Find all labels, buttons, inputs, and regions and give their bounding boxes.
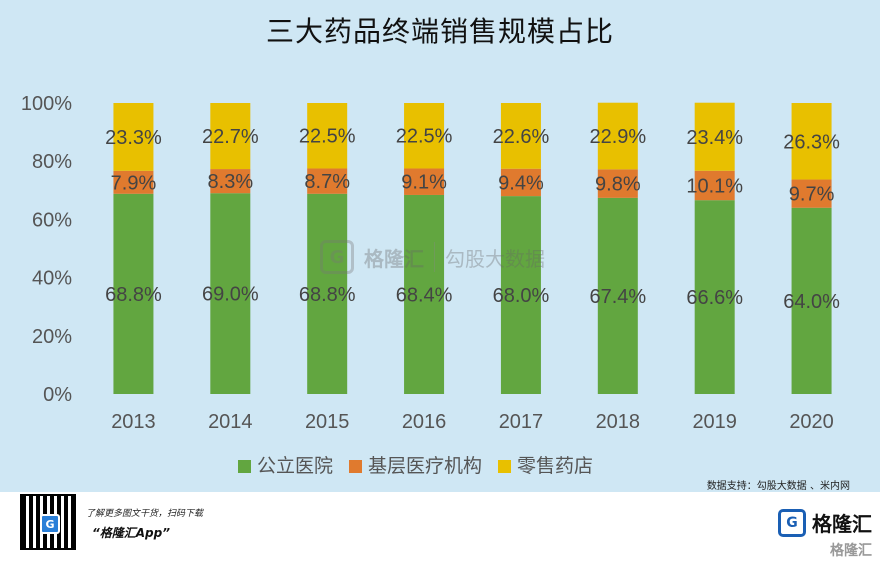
x-tick-label: 2020 <box>789 411 834 433</box>
x-tick-label: 2016 <box>402 411 447 433</box>
data-label: 23.4% <box>686 127 743 149</box>
legend-label: 基层医疗机构 <box>368 455 482 477</box>
bar-segment <box>210 169 251 194</box>
bar-segment <box>113 170 154 194</box>
bar-segment <box>404 168 445 195</box>
bar-segment <box>694 200 735 394</box>
x-tick-label: 2019 <box>692 411 737 433</box>
legend-label: 零售药店 <box>517 455 593 477</box>
data-label: 68.8% <box>105 284 162 306</box>
data-label: 10.1% <box>686 175 743 197</box>
legend-label: 公立医院 <box>257 455 333 477</box>
data-label: 69.0% <box>202 284 259 306</box>
bar-segment <box>210 103 251 170</box>
data-label: 23.3% <box>105 127 162 149</box>
data-label: 68.8% <box>299 284 356 306</box>
data-label: 68.4% <box>396 284 453 306</box>
watermark-brand: 格隆汇 <box>364 246 424 271</box>
bar-segment <box>404 103 445 169</box>
data-label: 9.1% <box>401 172 447 194</box>
legend-swatch <box>349 460 362 473</box>
data-label: 26.3% <box>783 131 840 153</box>
bar-segment <box>791 103 832 180</box>
x-tick-label: 2013 <box>111 411 156 433</box>
bar-segment <box>113 103 154 171</box>
data-label: 22.7% <box>202 126 259 148</box>
data-label: 66.6% <box>686 287 743 309</box>
data-label: 7.9% <box>111 172 157 194</box>
brand-logo-icon: G <box>778 508 806 537</box>
data-label: 22.5% <box>396 126 453 148</box>
bar-segment <box>500 168 541 197</box>
data-label: 22.5% <box>299 126 356 148</box>
y-tick-label: 40% <box>32 268 72 290</box>
bar-segment <box>500 196 541 394</box>
data-label: 8.7% <box>304 171 350 193</box>
data-label: 22.6% <box>493 126 550 148</box>
data-label: 64.0% <box>783 291 840 313</box>
bar-segment <box>307 193 348 394</box>
bar-segment <box>694 102 735 171</box>
bar-segment <box>307 103 348 169</box>
y-tick-label: 0% <box>43 384 72 406</box>
x-tick-label: 2017 <box>499 411 544 433</box>
x-tick-label: 2018 <box>596 411 641 433</box>
data-label: 67.4% <box>589 286 646 308</box>
qr-logo-icon: G <box>40 514 60 534</box>
corner-brand: 格隆汇 <box>830 543 872 559</box>
x-tick-label: 2014 <box>208 411 253 433</box>
bar-segment <box>113 193 154 394</box>
bar-segment <box>791 207 832 394</box>
app-name: “格隆汇App” <box>92 526 170 540</box>
data-label: 22.9% <box>589 126 646 148</box>
bar-segment <box>597 197 638 394</box>
x-tick-label: 2015 <box>305 411 350 433</box>
watermark-logo-icon: G <box>320 240 354 274</box>
brand: G 格隆汇 <box>778 508 872 537</box>
data-label: 9.4% <box>498 172 544 194</box>
watermark-divider <box>434 242 435 272</box>
source-note: 数据支持：勾股大数据 、米内网 <box>706 481 850 492</box>
data-label: 9.7% <box>789 184 835 206</box>
bar-segment <box>500 103 541 169</box>
bar-segment <box>791 179 832 208</box>
watermark: G 格隆汇 勾股大数据 <box>320 240 545 274</box>
promo-text: 了解更多图文干货，扫码下载 <box>86 509 204 519</box>
legend-swatch <box>238 460 251 473</box>
legend-swatch <box>498 460 511 473</box>
bar-segment <box>210 193 251 394</box>
chart-svg: 0% 20% 40% 60% 80% 100% 68.8% 7.9% 23.3% 2013 69.0… <box>21 93 840 477</box>
bar-segment <box>694 170 735 201</box>
y-tick-label: 20% <box>32 326 72 348</box>
bar-segment <box>597 102 638 170</box>
data-label: 8.3% <box>208 171 254 193</box>
data-label: 9.8% <box>595 174 641 196</box>
y-tick-label: 60% <box>32 209 72 231</box>
brand-name: 格隆汇 <box>812 512 872 536</box>
bar-segment <box>597 169 638 198</box>
bar-segment <box>307 168 348 194</box>
data-label: 68.0% <box>493 285 550 307</box>
y-tick-label: 100% <box>21 93 72 115</box>
chart-title: 三大药品终端销售规模占比 <box>265 15 614 48</box>
footer: G 了解更多图文干货，扫码下载 “格隆汇App” G 格隆汇 格隆汇 <box>0 492 880 565</box>
qr-code-icon[interactable]: G <box>20 494 76 550</box>
watermark-brand-2: 勾股大数据 <box>445 246 545 271</box>
chart-panel: 0% 20% 40% 60% 80% 100% 68.8% 7.9% 23.3% 2013 69.0… <box>0 0 880 492</box>
y-tick-label: 80% <box>32 151 72 173</box>
bar-segment <box>404 194 445 394</box>
